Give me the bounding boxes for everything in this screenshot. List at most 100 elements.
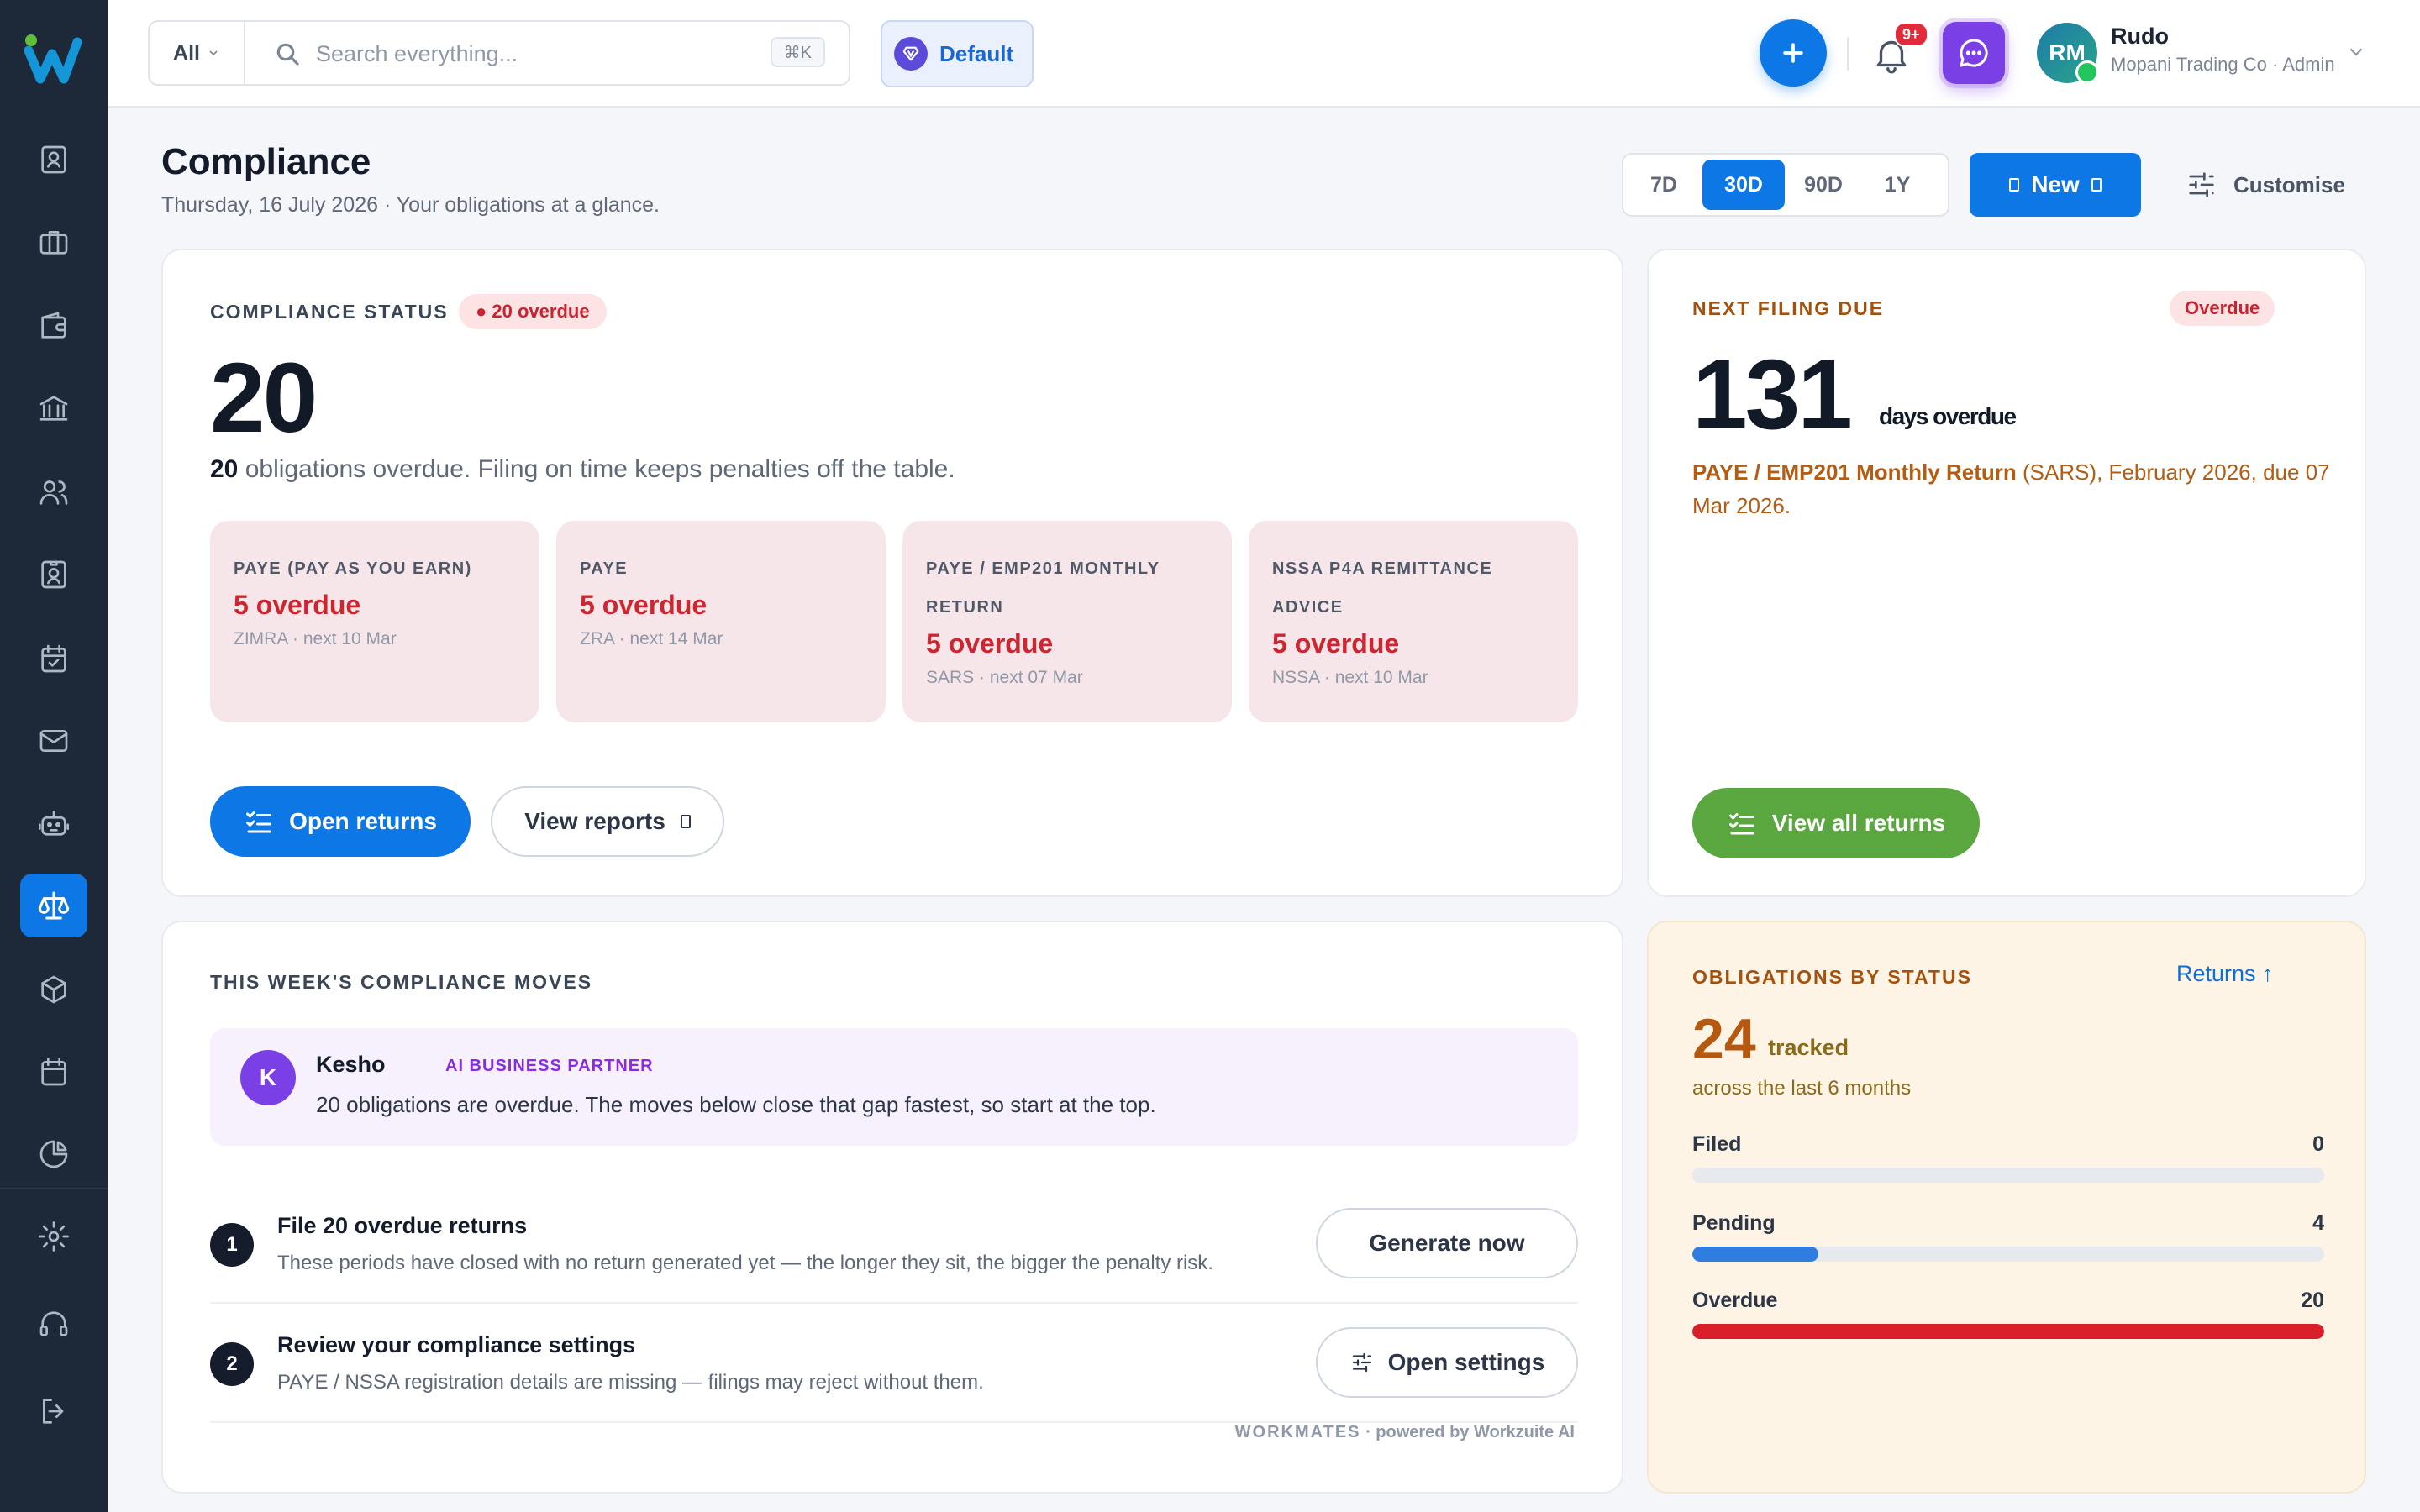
checklist-icon xyxy=(1728,813,1754,835)
obligation-tile[interactable]: NSSA P4A REMITTANCE ADVICE 5 overdue NSS… xyxy=(1249,521,1578,722)
compliance-moves-card: THIS WEEK'S COMPLIANCE MOVES K Kesho AI … xyxy=(161,921,1623,1494)
calendar-icon xyxy=(41,1058,66,1086)
tracked-label: tracked xyxy=(1768,1035,1849,1060)
date-range-selector: 7D 30D 90D 1Y xyxy=(1622,153,1949,217)
sidebar-item-settings[interactable] xyxy=(20,1205,87,1268)
view-all-returns-label: View all returns xyxy=(1771,810,1946,836)
range-1y[interactable]: 1Y xyxy=(1884,172,1911,197)
page-subtitle: Thursday, 16 July 2026 · Your obligation… xyxy=(161,193,660,217)
powered-by-note: WORKMATES · powered by Workzuite AI xyxy=(1235,1423,1575,1442)
obligation-tile[interactable]: PAYE (PAY AS YOU EARN) 5 overdue ZIMRA ·… xyxy=(210,521,539,722)
topbar-divider xyxy=(1847,37,1849,71)
bank-icon xyxy=(39,396,68,421)
status-bar-fill xyxy=(1692,1247,1819,1262)
new-button[interactable]: New xyxy=(1970,153,2141,217)
footer-powered-by: · powered by Workzuite AI xyxy=(1360,1423,1575,1441)
notifications-button[interactable] xyxy=(1870,34,1912,76)
sidebar-item-logout[interactable] xyxy=(20,1379,87,1443)
obligation-tile[interactable]: PAYE / EMP201 MONTHLY RETURN 5 overdue S… xyxy=(902,521,1232,722)
robot-icon xyxy=(39,811,69,836)
headset-icon xyxy=(39,1311,68,1336)
open-returns-button[interactable]: Open returns xyxy=(210,786,471,857)
next-filing-card: NEXT FILING DUE Overdue 131 days overdue… xyxy=(1647,249,2366,897)
id-badge-icon xyxy=(41,560,66,589)
obligation-title: PAYE (PAY AS YOU EARN) xyxy=(234,559,472,578)
sidebar-item-banking[interactable] xyxy=(20,376,87,440)
obligation-meta: NSSA · next 10 Mar xyxy=(1272,668,1428,687)
status-bar-label: Filed xyxy=(1692,1132,1742,1156)
search-input[interactable] xyxy=(314,34,738,74)
sidebar-item-tasks[interactable] xyxy=(20,627,87,690)
returns-link[interactable]: Returns ↑ xyxy=(2176,961,2274,986)
customise-button[interactable]: Customise xyxy=(2185,160,2345,210)
obligation-overdue: 5 overdue xyxy=(580,590,708,620)
filing-name[interactable]: PAYE / EMP201 Monthly Return xyxy=(1692,459,2017,485)
range-7d[interactable]: 7D xyxy=(1650,172,1677,197)
user-name[interactable]: Rudo xyxy=(2111,24,2169,49)
sidebar-item-people[interactable] xyxy=(20,460,87,524)
status-bar-label: Overdue xyxy=(1692,1289,1778,1312)
ai-chat-button[interactable] xyxy=(1943,22,2005,84)
obligation-tile[interactable]: PAYE 5 overdue ZRA · next 14 Mar xyxy=(556,521,886,722)
move-number: 1 xyxy=(210,1223,254,1267)
obligation-title: PAYE xyxy=(580,559,629,578)
obligation-meta: ZIMRA · next 10 Mar xyxy=(234,629,397,648)
user-org: Mopani Trading Co · Admin xyxy=(2111,54,2335,75)
search-scope-label: All xyxy=(173,40,200,65)
pie-chart-icon xyxy=(39,1140,68,1168)
move-title: Review your compliance settings xyxy=(277,1332,636,1357)
status-summary: 20 obligations overdue. Filing on time k… xyxy=(210,455,955,484)
obligations-status-label: OBLIGATIONS BY STATUS xyxy=(1692,966,1972,988)
status-summary-text: obligations overdue. Filing on time keep… xyxy=(238,455,955,483)
dropdown-icon xyxy=(2091,178,2102,192)
range-90d[interactable]: 90D xyxy=(1804,172,1843,197)
sidebar-item-contacts[interactable] xyxy=(20,128,87,192)
move-description: PAYE / NSSA registration details are mis… xyxy=(277,1371,984,1394)
sidebar-item-support[interactable] xyxy=(20,1292,87,1356)
contact-card-icon xyxy=(41,145,66,174)
new-button-label: New xyxy=(2031,171,2080,197)
sidebar-item-assistant[interactable] xyxy=(20,791,87,855)
sidebar-item-jobs[interactable] xyxy=(20,210,87,274)
obligation-meta: ZRA · next 14 Mar xyxy=(580,629,723,648)
obligation-meta: SARS · next 07 Mar xyxy=(926,668,1083,687)
sidebar xyxy=(0,0,108,1512)
ai-message: 20 obligations are overdue. The moves be… xyxy=(316,1092,1156,1117)
generate-now-button[interactable]: Generate now xyxy=(1316,1208,1578,1278)
sidebar-item-mail[interactable] xyxy=(20,709,87,773)
search-box: All ⌘K xyxy=(148,20,850,86)
workspace-switcher[interactable]: Default xyxy=(881,20,1034,87)
tracked-count: 24 xyxy=(1692,1007,1756,1071)
status-bar-label: Pending xyxy=(1692,1211,1776,1235)
obligation-overdue: 5 overdue xyxy=(1272,628,1400,659)
move-description: These periods have closed with no return… xyxy=(277,1252,1213,1274)
range-30d[interactable]: 30D xyxy=(1702,160,1785,210)
sidebar-item-compliance[interactable] xyxy=(20,874,87,937)
obligation-overdue: 5 overdue xyxy=(926,628,1054,659)
sidebar-item-reports[interactable] xyxy=(20,1122,87,1186)
gear-icon xyxy=(39,1221,69,1252)
chevron-down-icon[interactable] xyxy=(2346,42,2366,62)
box-icon xyxy=(41,975,66,1004)
tracked-period: across the last 6 months xyxy=(1692,1077,1912,1100)
obligation-overdue: 5 overdue xyxy=(234,590,361,620)
sidebar-item-calendar[interactable] xyxy=(20,1040,87,1104)
status-bar-track xyxy=(1692,1247,2324,1262)
quick-add-button[interactable] xyxy=(1760,19,1827,87)
compliance-move: 2 Review your compliance settings PAYE /… xyxy=(210,1304,1578,1423)
sidebar-item-inventory[interactable] xyxy=(20,958,87,1021)
sliders-icon xyxy=(1352,1352,1371,1373)
avatar[interactable]: RM xyxy=(2037,23,2097,83)
search-scope-dropdown[interactable]: All xyxy=(150,22,245,84)
open-settings-button[interactable]: Open settings xyxy=(1316,1327,1578,1398)
view-all-returns-button[interactable]: View all returns xyxy=(1692,788,1980,858)
workspace-icon xyxy=(894,37,928,71)
view-reports-button[interactable]: View reports xyxy=(491,786,724,857)
sidebar-item-wallet[interactable] xyxy=(20,294,87,358)
obligation-title: NSSA P4A REMITTANCE ADVICE xyxy=(1272,559,1493,617)
workzuite-logo[interactable] xyxy=(24,30,84,86)
sliders-icon xyxy=(2189,172,2214,197)
filing-details: (SARS), February 2026, due 07 Mar 2026. xyxy=(1692,459,2330,518)
sidebar-item-employees[interactable] xyxy=(20,543,87,606)
